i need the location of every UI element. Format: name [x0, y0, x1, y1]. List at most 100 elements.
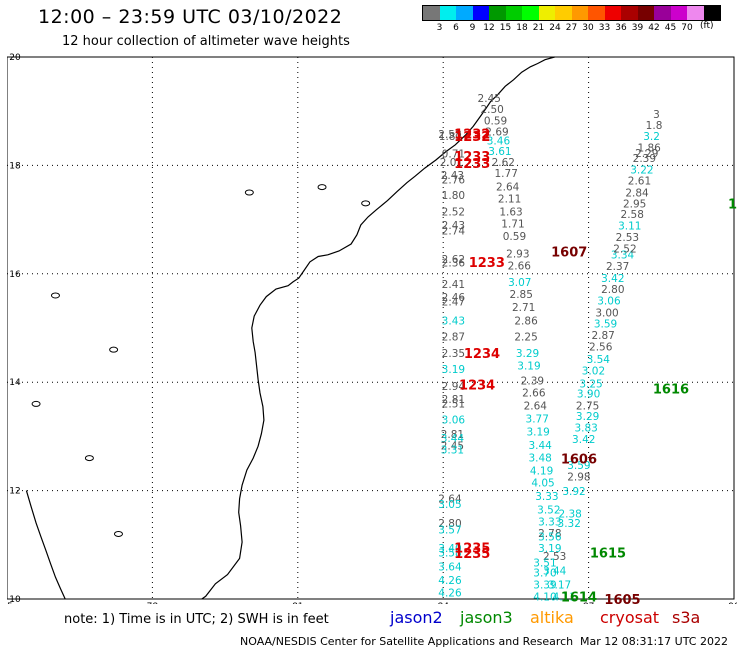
wave-height-value: 3.56 — [538, 532, 562, 544]
wave-height-value: 2.95 — [623, 198, 646, 210]
legend-swatches — [422, 5, 721, 21]
legend-label: 15 — [499, 23, 512, 33]
pass-time-label: 1235 — [454, 547, 490, 562]
x-tick-label: 78 — [147, 602, 159, 604]
legend-label: 3 — [436, 23, 443, 33]
wave-height-value: 2.11 — [498, 193, 521, 205]
wave-height-value: 2.36 — [442, 257, 466, 269]
legend-swatch — [670, 6, 687, 20]
wave-height-value: 2.76 — [442, 174, 466, 186]
pass-time-label: 1234 — [464, 347, 500, 362]
legend-labels: 3 6 9 12 15 18 21 24 27 30 33 36 39 42 45 70 — [422, 21, 721, 35]
wave-height-value: 3.29 — [576, 411, 599, 423]
wave-height-value: 3.43 — [442, 315, 465, 327]
west-coastline — [25, 490, 66, 600]
wave-height-value: 2.25 — [514, 332, 537, 344]
wave-height-value: 3.2 — [643, 131, 660, 143]
wave-height-value: 3.02 — [582, 365, 605, 377]
legend-label: 9 — [469, 23, 476, 33]
wave-height-value: 2.43 — [441, 170, 464, 182]
legend-swatch — [621, 6, 638, 20]
pass-time-label: 1233 — [469, 256, 505, 271]
wave-height-value: 3.07 — [508, 277, 531, 289]
wave-height-value: 2.53 — [616, 232, 639, 244]
wave-height-value: 3.59 — [594, 319, 617, 331]
legend-unit: (ft) — [700, 21, 714, 31]
sat-s3a: s3a — [672, 608, 701, 627]
footer-credit: NOAA/NESDIS Center for Satellite Applica… — [240, 635, 574, 648]
inland-water-outline — [109, 346, 119, 353]
inland-water-outline — [113, 530, 123, 537]
wave-height-value: 3.42 — [601, 273, 624, 285]
wave-height-value: 2.66 — [508, 261, 532, 273]
wave-height-value: 2.80 — [438, 518, 461, 530]
legend-label: 36 — [615, 23, 627, 33]
pass-time-label: 1606 — [561, 453, 597, 468]
wave-height-value: 1.63 — [499, 206, 522, 218]
wave-height-value: 2.41 — [442, 279, 465, 291]
legend-swatch — [538, 6, 555, 20]
y-tick-label: 10 — [9, 595, 21, 604]
pass-time-label: 1 — [728, 197, 737, 212]
legend-label: 30 — [582, 23, 594, 33]
legend-label: 18 — [516, 23, 528, 33]
wave-height-value: 2.56 — [589, 341, 613, 353]
wave-height-value: 2.81 — [441, 429, 464, 441]
pass-time-label: 1616 — [653, 383, 689, 398]
wave-height-value: 0.59 — [503, 231, 526, 243]
wave-height-value: 3.64 — [438, 561, 462, 573]
map-frame — [7, 56, 735, 600]
wave-height-value: 3.19 — [517, 360, 540, 372]
wave-height-value: 2.66 — [522, 387, 546, 399]
legend-swatch — [703, 6, 720, 20]
x-tick-label: 81 — [292, 602, 303, 604]
wave-height-value: 2.53 — [543, 551, 566, 563]
wave-height-value: 2.64 — [438, 494, 462, 506]
wave-height-value: 2.75 — [576, 401, 599, 413]
wave-height-value: 2.87 — [442, 332, 465, 344]
legend-label: 21 — [532, 23, 545, 33]
legend-label: 12 — [483, 23, 495, 33]
inland-water-outline — [317, 184, 327, 191]
wave-height-value: 3 — [653, 109, 660, 121]
legend-label: 24 — [549, 23, 561, 33]
y-tick-label: 12 — [9, 487, 20, 497]
wave-height-value: 2.46 — [442, 292, 466, 304]
wave-height-value: 2.39 — [633, 153, 656, 165]
wave-height-value: 2.87 — [591, 330, 614, 342]
y-tick-label: 18 — [9, 161, 21, 171]
wave-height-value: 3.40 — [438, 543, 461, 555]
wave-height-value: 1.80 — [442, 190, 465, 202]
wave-height-value: 2.58 — [621, 209, 644, 221]
legend-swatch — [472, 6, 489, 20]
east-coastline — [201, 56, 555, 600]
wave-height-value: 3.25 — [579, 378, 602, 390]
inland-water-outline — [361, 200, 371, 207]
wave-height-value: 3.32 — [558, 518, 581, 530]
wave-height-value: 2.35 — [442, 348, 465, 360]
wave-height-value: 3.33 — [535, 491, 558, 503]
pass-time-label: 1233 — [454, 157, 490, 172]
legend-swatch — [687, 6, 704, 20]
legend-swatch — [654, 6, 671, 20]
wave-height-value: 3.44 — [441, 433, 465, 445]
wave-height-value: 4.26 — [438, 587, 462, 599]
wave-height-value: 2.45 — [441, 441, 464, 453]
legend-swatch — [555, 6, 572, 20]
wave-height-value: 3.54 — [587, 354, 611, 366]
wave-height-value: 2.51 — [442, 398, 465, 410]
wave-height-value: 4.26 — [438, 575, 462, 587]
wave-height-value: 2.43 — [442, 220, 465, 232]
wave-height-value: 3.44 — [528, 440, 552, 452]
wave-height-value: 3.19 — [538, 543, 561, 555]
wave-height-value: 2.61 — [628, 176, 651, 188]
wave-height-value: 3.83 — [574, 423, 597, 435]
wave-height-value: 2.84 — [625, 188, 649, 200]
color-legend: 3 6 9 12 15 18 21 24 27 30 33 36 39 42 45 70 — [422, 5, 721, 35]
legend-swatch — [456, 6, 473, 20]
wave-height-value: 3.39 — [533, 579, 556, 591]
wave-height-value: 2.52 — [442, 206, 465, 218]
wave-height-value: 2.38 — [558, 508, 581, 520]
legend-swatch — [489, 6, 506, 20]
wave-height-value: 2.29 — [635, 148, 658, 160]
